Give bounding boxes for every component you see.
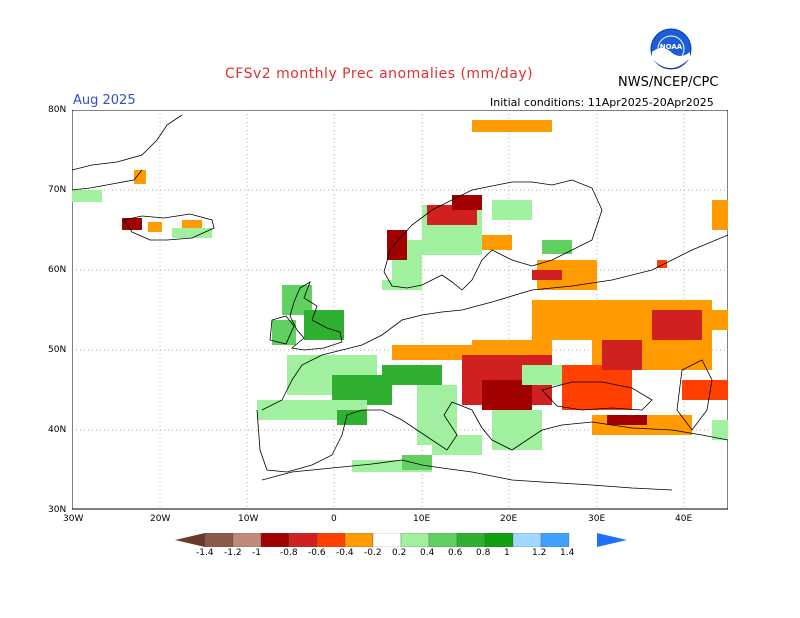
- colorbar-tick-label: -1.2: [224, 548, 242, 558]
- lat-label-30n: 30N: [48, 505, 67, 515]
- noaa-logo: NOAA: [650, 28, 692, 70]
- colorbar-cell: [204, 533, 234, 547]
- lat-label-80n: 80N: [48, 105, 67, 115]
- lon-label-10w: 10W: [238, 514, 259, 524]
- lat-label-60n: 60N: [48, 265, 67, 275]
- lon-label-30w: 30W: [63, 514, 84, 524]
- colorbar-high-triangle: [597, 533, 627, 547]
- lon-label-10e: 10E: [413, 514, 431, 524]
- colorbar-tick-label: 0.2: [392, 548, 407, 558]
- colorbar-cell: [400, 533, 430, 547]
- colorbar-tick-label: -0.4: [336, 548, 354, 558]
- colorbar-tick-label: 0.8: [476, 548, 491, 558]
- colorbar-cell: [540, 533, 570, 547]
- lon-label-40e: 40E: [675, 514, 693, 524]
- colorbar-tick-label: -1.4: [196, 548, 214, 558]
- colorbar-cell: [232, 533, 262, 547]
- coastlines: [72, 114, 728, 491]
- colorbar-tick-label: -0.2: [364, 548, 382, 558]
- forecast-month: Aug 2025: [73, 93, 136, 108]
- anomaly-shading: [72, 120, 728, 472]
- colorbar-tick-label: 0.6: [448, 548, 463, 558]
- map-title: CFSv2 monthly Prec anomalies (mm/day): [225, 66, 534, 82]
- lat-label-40n: 40N: [48, 425, 67, 435]
- colorbar-cell: [316, 533, 346, 547]
- colorbar-tick-label: 0.4: [420, 548, 435, 558]
- colorbar-tick-label: 1.2: [532, 548, 547, 558]
- colorbar-tick-label: 1: [504, 548, 510, 558]
- agency-label: NWS/NCEP/CPC: [618, 75, 719, 90]
- initial-conditions: Initial conditions: 11Apr2025-20Apr2025: [490, 96, 714, 109]
- lon-label-20e: 20E: [500, 514, 518, 524]
- colorbar: [175, 533, 627, 547]
- colorbar-cell: [260, 533, 290, 547]
- svg-text:NOAA: NOAA: [660, 43, 683, 51]
- colorbar-tick-label: -0.8: [280, 548, 298, 558]
- anomaly-map: [72, 110, 728, 510]
- lat-label-50n: 50N: [48, 345, 67, 355]
- colorbar-tick-label: 1.4: [560, 548, 575, 558]
- lat-label-70n: 70N: [48, 185, 67, 195]
- colorbar-cell: [512, 533, 542, 547]
- colorbar-cells: [204, 533, 570, 547]
- lon-label-20w: 20W: [150, 514, 171, 524]
- colorbar-tick-label: -1: [252, 548, 261, 558]
- colorbar-tick-label: -0.6: [308, 548, 326, 558]
- colorbar-cell: [344, 533, 374, 547]
- colorbar-cell: [288, 533, 318, 547]
- colorbar-low-triangle: [175, 533, 205, 547]
- colorbar-cell: [372, 533, 402, 547]
- colorbar-cell: [428, 533, 458, 547]
- colorbar-cell: [456, 533, 486, 547]
- lon-label-0: 0: [331, 514, 337, 524]
- colorbar-cell: [484, 533, 514, 547]
- lon-label-30e: 30E: [588, 514, 606, 524]
